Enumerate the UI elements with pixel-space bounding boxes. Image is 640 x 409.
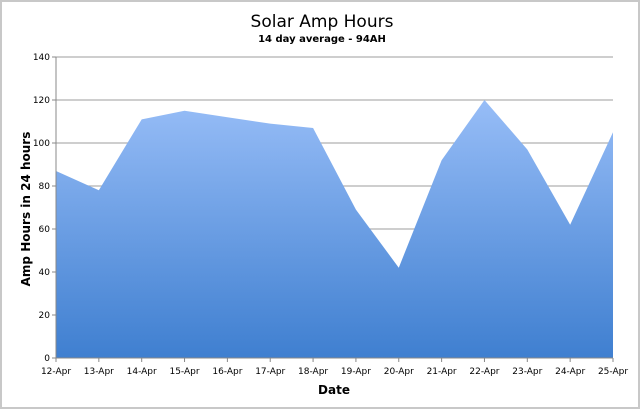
x-tick-label: 20-Apr: [384, 367, 414, 377]
x-tick-label: 24-Apr: [555, 367, 585, 377]
x-tick-label: 12-Apr: [41, 367, 71, 377]
y-tick-label: 60: [39, 225, 51, 235]
y-tick-label: 120: [33, 96, 50, 106]
chart-subtitle: 14 day average - 94AH: [258, 34, 386, 45]
y-tick-label: 80: [39, 182, 51, 192]
y-tick-label: 0: [44, 354, 50, 364]
y-axis-label: Amp Hours in 24 hours: [19, 132, 33, 287]
area-series: [56, 100, 613, 358]
x-tick-label: 23-Apr: [512, 367, 542, 377]
x-tick-label: 16-Apr: [212, 367, 242, 377]
x-tick-label: 13-Apr: [84, 367, 114, 377]
y-tick-label: 100: [33, 139, 50, 149]
x-tick-label: 22-Apr: [469, 367, 499, 377]
y-tick-label: 140: [33, 53, 50, 63]
x-tick-label: 18-Apr: [298, 367, 328, 377]
axes: [52, 56, 614, 362]
x-tick-label: 21-Apr: [427, 367, 457, 377]
x-tick-label: 17-Apr: [255, 367, 285, 377]
x-tick-label: 25-Apr: [598, 367, 628, 377]
y-tick-label: 40: [39, 268, 51, 278]
x-axis-label: Date: [318, 383, 350, 397]
x-tick-label: 19-Apr: [341, 367, 371, 377]
chart-title: Solar Amp Hours: [250, 12, 394, 32]
x-tick-label: 14-Apr: [127, 367, 157, 377]
y-tick-label: 20: [39, 311, 51, 321]
x-tick-label: 15-Apr: [169, 367, 199, 377]
